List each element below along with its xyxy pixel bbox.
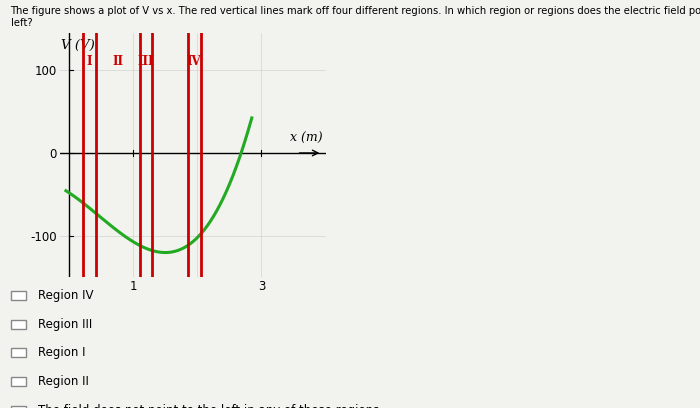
Text: V (V): V (V)	[61, 39, 94, 51]
Text: Region III: Region III	[38, 318, 92, 331]
Text: Region II: Region II	[38, 375, 90, 388]
Text: I: I	[87, 55, 92, 68]
Text: Region I: Region I	[38, 346, 86, 359]
Text: x (m): x (m)	[290, 132, 323, 145]
Text: left?: left?	[10, 18, 32, 29]
Text: The figure shows a plot of V vs x. The red vertical lines mark off four differen: The figure shows a plot of V vs x. The r…	[10, 6, 700, 16]
Text: Region IV: Region IV	[38, 289, 94, 302]
Text: The field does not point to the left in any of these regions.: The field does not point to the left in …	[38, 404, 384, 408]
Text: IV: IV	[187, 55, 202, 68]
Text: II: II	[112, 55, 123, 68]
Text: III: III	[138, 55, 154, 68]
